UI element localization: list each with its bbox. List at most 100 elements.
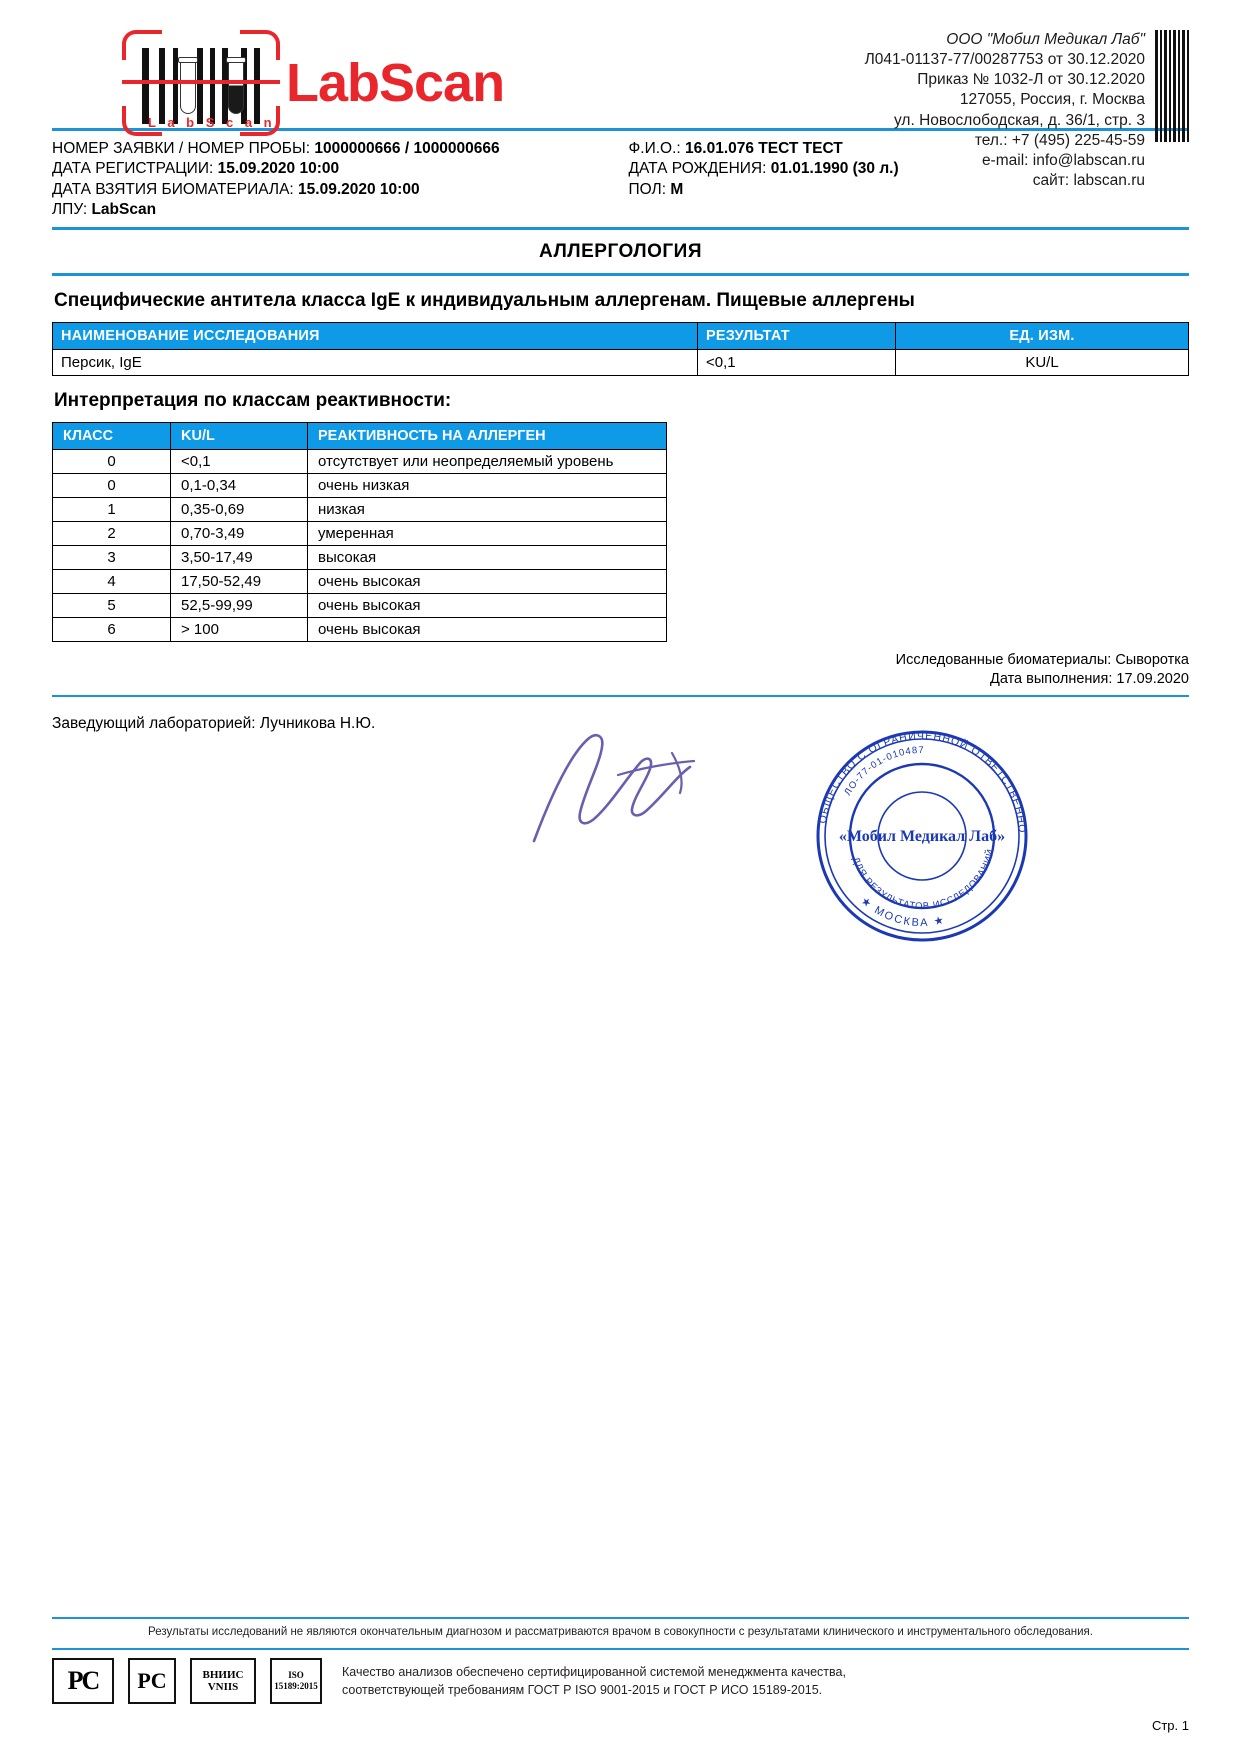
name-label: Ф.И.О.: <box>628 140 681 157</box>
section-divider-top <box>52 226 1189 230</box>
organization-info: ООО "Мобил Медикал Лаб" Л041-01137-77/00… <box>865 22 1189 191</box>
table-row: 5 52,5-99,99 очень высокая <box>52 592 667 618</box>
results-header-row: НАИМЕНОВАНИЕ ИССЛЕДОВАНИЯ РЕЗУЛЬТАТ ЕД. … <box>52 321 1189 350</box>
footer-divider <box>52 1617 1189 1619</box>
footer-divider-2 <box>52 1648 1189 1650</box>
stamp-center-text: «Мобил Медикал Лаб» <box>839 828 1005 845</box>
class-reactivity: очень высокая <box>307 568 667 594</box>
gost-pc2-mark-icon: PC <box>128 1658 176 1704</box>
biomaterial-text: Исследованные биоматериалы: Сыворотка <box>895 651 1189 668</box>
execution-date: Дата выполнения: 17.09.2020 <box>990 670 1189 687</box>
table-row: 1 0,35-0,69 низкая <box>52 496 667 522</box>
class-value: 1 <box>52 496 171 522</box>
svg-text:ЛО-77-01-010487: ЛО-77-01-010487 <box>842 745 924 798</box>
org-email: e-mail: info@labscan.ru <box>981 151 1145 169</box>
class-reactivity: очень высокая <box>307 616 667 642</box>
result-name: Персик, IgE <box>52 348 698 376</box>
org-phone: тел.: +7 (495) 225-45-59 <box>974 131 1145 149</box>
quality-line-2: соответствующей требованиям ГОСТ Р ISO 9… <box>342 1683 823 1697</box>
col-unit: ЕД. ИЗМ. <box>895 321 1189 350</box>
subsection-title: Специфические антитела класса IgE к инди… <box>54 289 915 311</box>
class-range: 52,5-99,99 <box>170 592 308 618</box>
classes-title: Интерпретация по классам реактивности: <box>54 389 452 411</box>
quality-line-1: Качество анализов обеспечено сертифициро… <box>342 1664 846 1679</box>
logo-wordmark: LabScan <box>286 53 505 113</box>
class-value: 4 <box>52 568 171 594</box>
report-header: L a b S c a n LabScan ООО "Мобил Медикал… <box>52 0 1189 189</box>
disclaimer-text: Результаты исследований не являются окон… <box>148 1626 1093 1638</box>
header-divider <box>52 128 1189 131</box>
org-license: Л041-01137-77/00287753 от 30.12.2020 <box>864 51 1145 69</box>
class-reactivity: очень низкая <box>307 472 667 498</box>
results-footer-divider <box>52 694 1189 697</box>
gost-pc-mark-icon: PC <box>52 1658 114 1704</box>
org-name: ООО "Мобил Медикал Лаб" <box>946 31 1145 48</box>
sex-label: ПОЛ: <box>628 180 667 198</box>
signature-area: ОБЩЕСТВО С ОГРАНИЧЕННОЙ ОТВЕТСТВЕННОСТЬЮ… <box>52 711 1189 993</box>
labscan-logo: L a b S c a n LabScan <box>122 30 505 136</box>
handwritten-signature <box>532 733 696 843</box>
class-reactivity: очень высокая <box>307 592 667 618</box>
table-row: 3 3,50-17,49 высокая <box>52 544 667 570</box>
class-reactivity: отсутствует или неопределяемый уровень <box>307 448 667 474</box>
col-result: РЕЗУЛЬТАТ <box>697 321 896 350</box>
class-range: 0,35-0,69 <box>170 496 308 522</box>
header-barcode-icon <box>1155 30 1189 142</box>
vniis-label-ru: ВНИИС <box>202 1668 244 1681</box>
head-of-lab-line: Заведующий лабораторией: Лучникова Н.Ю. <box>52 714 376 732</box>
col-name: НАИМЕНОВАНИЕ ИССЛЕДОВАНИЯ <box>52 321 698 350</box>
sex-value: М <box>670 180 684 198</box>
section-title: АЛЛЕРГОЛОГИЯ <box>539 240 702 262</box>
gost-pc-label: PC <box>67 1666 101 1695</box>
class-value: 5 <box>52 592 171 618</box>
collect-date-value: 15.09.2020 10:00 <box>298 180 420 198</box>
table-row: 6 > 100 очень высокая <box>52 616 667 642</box>
col-range: KU/L <box>170 421 308 450</box>
table-row: 2 0,70-3,49 умеренная <box>52 520 667 546</box>
iso-mark-icon: ISO 15189:2015 <box>270 1658 322 1704</box>
class-reactivity: высокая <box>307 544 667 570</box>
class-value: 2 <box>52 520 171 546</box>
class-value: 0 <box>52 472 171 498</box>
collect-date-label: ДАТА ВЗЯТИЯ БИОМАТЕРИАЛА: <box>52 180 294 198</box>
name-value: 16.01.076 ТЕСТ ТЕСТ <box>685 140 843 157</box>
vniis-mark-icon: ВНИИС VNIIS <box>190 1658 256 1704</box>
table-row: 0 <0,1 отсутствует или неопределяемый ур… <box>52 448 667 474</box>
reg-date-value: 15.09.2020 10:00 <box>217 160 340 178</box>
org-address-2: ул. Новослободская, д. 36/1, стр. 3 <box>894 111 1145 129</box>
page-footer: Результаты исследований не являются окон… <box>52 1617 1189 1733</box>
org-order: Приказ № 1032-Л от 30.12.2020 <box>917 71 1145 89</box>
org-site: сайт: labscan.ru <box>1032 171 1145 189</box>
class-range: 3,50-17,49 <box>170 544 308 570</box>
order-value: 1000000666 / 1000000666 <box>314 140 500 157</box>
classes-header-row: КЛАСС KU/L РЕАКТИВНОСТЬ НА АЛЛЕРГЕН <box>52 421 667 450</box>
class-reactivity: низкая <box>307 496 667 522</box>
class-range: <0,1 <box>170 448 308 474</box>
patient-info: НОМЕР ЗАЯВКИ / НОМЕР ПРОБЫ: 1000000666 /… <box>52 131 1189 227</box>
iso-standard: 15189:2015 <box>274 1681 318 1691</box>
results-table: НАИМЕНОВАНИЕ ИССЛЕДОВАНИЯ РЕЗУЛЬТАТ ЕД. … <box>52 321 1189 376</box>
reg-date-label: ДАТА РЕГИСТРАЦИИ: <box>52 160 214 178</box>
birth-value: 01.01.1990 (30 л.) <box>770 160 899 178</box>
class-reactivity: умеренная <box>307 520 667 546</box>
official-stamp: ОБЩЕСТВО С ОГРАНИЧЕННОЙ ОТВЕТСТВЕННОСТЬЮ… <box>797 711 1028 942</box>
certification-row: PC PC ВНИИС VNIIS ISO 15189:2015 Качеств… <box>52 1650 1189 1704</box>
logo-subtext: L a b S c a n <box>148 115 276 130</box>
table-row: 4 17,50-52,49 очень высокая <box>52 568 667 594</box>
clinic-label: ЛПУ: <box>52 201 88 219</box>
class-range: > 100 <box>170 616 308 642</box>
reactivity-classes-table: КЛАСС KU/L РЕАКТИВНОСТЬ НА АЛЛЕРГЕН 0 <0… <box>52 421 667 642</box>
iso-label: ISO <box>288 1670 304 1681</box>
vniis-label-en: VNIIS <box>207 1681 239 1693</box>
class-range: 0,1-0,34 <box>170 472 308 498</box>
gost-pc2-label: PC <box>137 1668 167 1693</box>
order-label: НОМЕР ЗАЯВКИ / НОМЕР ПРОБЫ: <box>52 140 311 157</box>
svg-text:ОБЩЕСТВО С ОГРАНИЧЕННОЙ ОТВЕТС: ОБЩЕСТВО С ОГРАНИЧЕННОЙ ОТВЕТСТВЕННОСТЬЮ… <box>797 711 1028 834</box>
table-row: 0 0,1-0,34 очень низкая <box>52 472 667 498</box>
table-row: Персик, IgE <0,1 KU/L <box>52 348 1189 376</box>
result-unit: KU/L <box>895 348 1189 376</box>
class-range: 0,70-3,49 <box>170 520 308 546</box>
org-address-1: 127055, Россия, г. Москва <box>959 91 1145 109</box>
stamp-outer-text: ОБЩЕСТВО С ОГРАНИЧЕННОЙ ОТВЕТСТВЕННОСТЬЮ… <box>797 711 1027 834</box>
